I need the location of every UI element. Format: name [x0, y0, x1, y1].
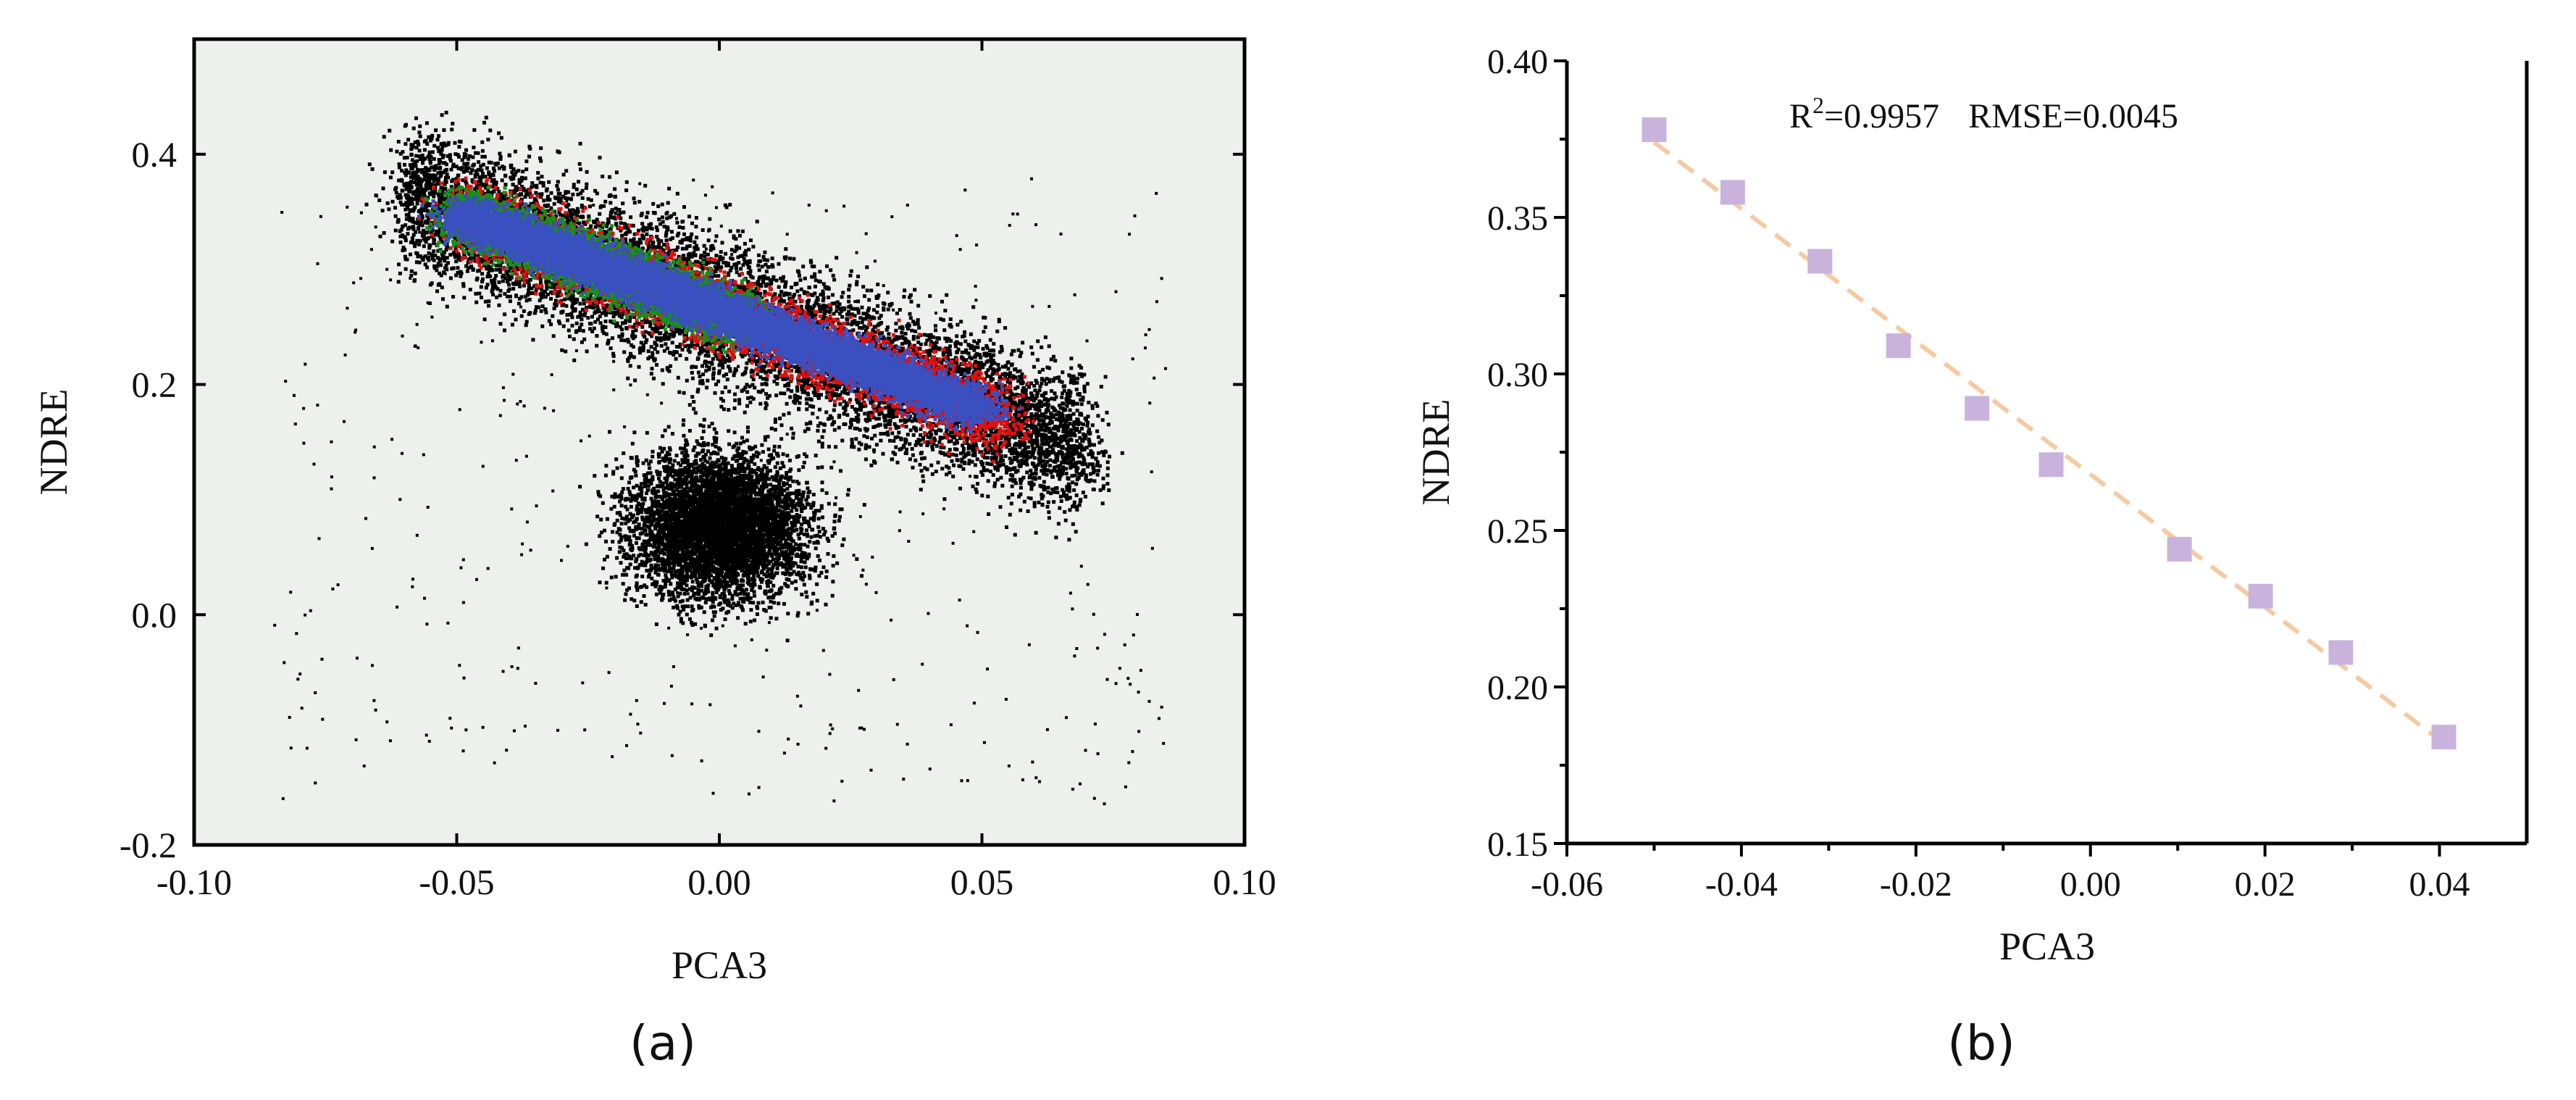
data-point — [1807, 249, 1833, 274]
x-tick-label: 0.05 — [950, 862, 1014, 902]
plot-a-x-axis-label: PCA3 — [672, 943, 767, 987]
y-tick-label: -0.2 — [120, 825, 177, 865]
x-tick-label: 0.04 — [2409, 865, 2470, 904]
panel-a: -0.10 -0.05 0.00 0.05 0.10 -0.2 0.0 0.2 0.4 PCA… — [32, 37, 1276, 1071]
data-point — [1720, 180, 1745, 205]
scatter-layer — [417, 193, 1021, 433]
fit-line — [1652, 140, 2446, 746]
data-point — [2431, 725, 2456, 750]
x-tick-label: -0.06 — [1531, 865, 1603, 904]
plot-b-y-ticks: 0.15 0.20 0.25 0.30 0.35 0.40 — [1487, 43, 1567, 864]
y-tick-label: 0.25 — [1487, 512, 1548, 551]
r-squared-prefix: R — [1789, 97, 1812, 136]
plot-b-markers — [1642, 117, 2456, 750]
r-squared-superscript: 2 — [1812, 92, 1824, 118]
plot-b-axes-frame — [1565, 61, 2527, 846]
x-tick-label: 0.10 — [1213, 862, 1276, 902]
y-tick-label: 0.2 — [132, 364, 177, 405]
panel-b-label: (b) — [1947, 1015, 2015, 1071]
panel-b: -0.06 -0.04 -0.02 0.00 0.02 0.04 0.15 0.20 0.25… — [1414, 43, 2529, 1071]
y-tick-label: 0.4 — [132, 134, 177, 175]
x-tick-label: -0.10 — [156, 862, 232, 902]
r-squared-value: =0.9957 — [1824, 97, 1939, 136]
data-point — [1642, 117, 1667, 143]
data-point — [2038, 452, 2064, 478]
y-tick-label: 0.0 — [132, 594, 177, 635]
plot-b-annotation: R2=0.9957 RMSE=0.0045 — [1789, 92, 2178, 136]
x-tick-label: 0.00 — [687, 862, 751, 902]
y-tick-label: 0.30 — [1487, 356, 1548, 394]
data-point — [1886, 333, 1911, 359]
data-point — [2328, 640, 2354, 665]
plot-a-x-ticks: -0.10 -0.05 0.00 0.05 0.10 — [156, 39, 1276, 902]
data-point — [2248, 583, 2273, 609]
data-point — [2167, 536, 2192, 562]
scatter-layer — [578, 404, 866, 643]
plot-b-fit-line-group — [1652, 140, 2446, 746]
x-tick-label: -0.04 — [1705, 865, 1778, 904]
plot-b-x-ticks: -0.06 -0.04 -0.02 0.00 0.02 0.04 — [1531, 843, 2470, 904]
rmse-value: RMSE=0.0045 — [1968, 97, 2178, 136]
y-tick-label: 0.20 — [1487, 669, 1548, 707]
y-tick-label: 0.35 — [1487, 199, 1548, 238]
x-tick-label: -0.02 — [1880, 865, 1952, 904]
plot-a-y-ticks: -0.2 0.0 0.2 0.4 — [120, 134, 1245, 865]
plot-a-scatter-cloud — [273, 110, 1168, 806]
x-tick-label: 0.00 — [2060, 865, 2121, 904]
x-tick-label: 0.02 — [2235, 865, 2296, 904]
data-point — [1965, 396, 1990, 421]
plot-a-background — [194, 39, 1245, 845]
x-tick-label: -0.05 — [419, 862, 494, 902]
plot-b-x-axis-label: PCA3 — [1999, 925, 2095, 968]
panel-a-label: (a) — [630, 1015, 696, 1071]
y-tick-label: 0.15 — [1487, 825, 1548, 864]
plot-a-y-axis-label: NDRE — [32, 389, 75, 496]
plot-b-y-axis-label: NDRE — [1414, 399, 1458, 506]
y-tick-label: 0.40 — [1487, 43, 1548, 81]
